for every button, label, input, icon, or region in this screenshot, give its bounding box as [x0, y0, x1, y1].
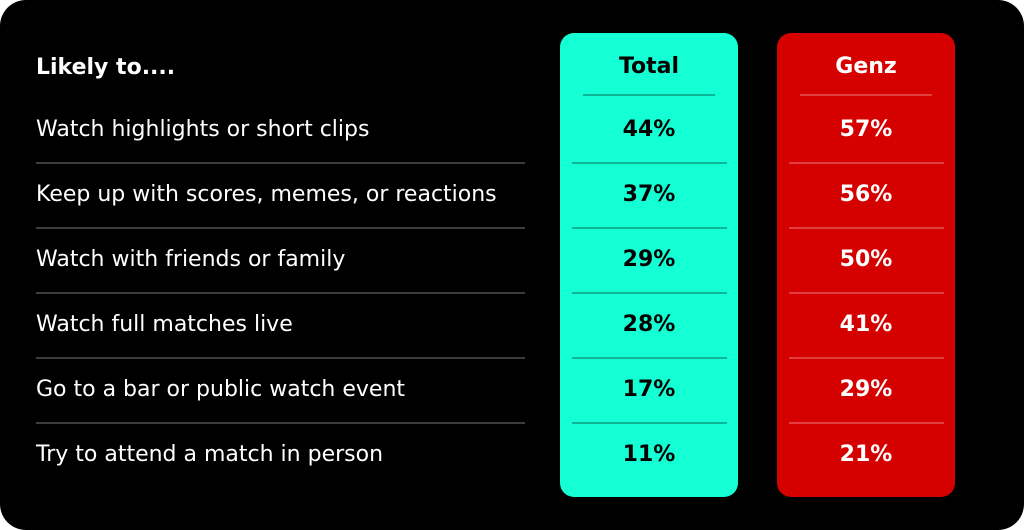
genz-value: 41%	[840, 312, 893, 337]
genz-value: 29%	[840, 377, 893, 402]
total-column-background	[560, 33, 738, 497]
total-value: 37%	[623, 182, 676, 207]
row-label: Watch full matches live	[36, 312, 293, 337]
row-label: Watch highlights or short clips	[36, 117, 369, 142]
total-value: 44%	[623, 117, 676, 142]
row-label: Watch with friends or family	[36, 247, 345, 272]
row-label: Keep up with scores, memes, or reactions	[36, 182, 497, 207]
genz-value: 57%	[840, 117, 893, 142]
header-label: Likely to....	[36, 55, 175, 80]
genz-value: 50%	[840, 247, 893, 272]
genz-column-background	[777, 33, 955, 497]
total-value: 17%	[623, 377, 676, 402]
row-label: Go to a bar or public watch event	[36, 377, 405, 402]
header-total: Total	[619, 54, 679, 79]
total-value: 11%	[623, 442, 676, 467]
row-label: Try to attend a match in person	[35, 442, 383, 467]
genz-value: 21%	[840, 442, 893, 467]
total-value: 28%	[623, 312, 676, 337]
total-value: 29%	[623, 247, 676, 272]
header-genz: Genz	[835, 54, 896, 79]
genz-value: 56%	[840, 182, 893, 207]
